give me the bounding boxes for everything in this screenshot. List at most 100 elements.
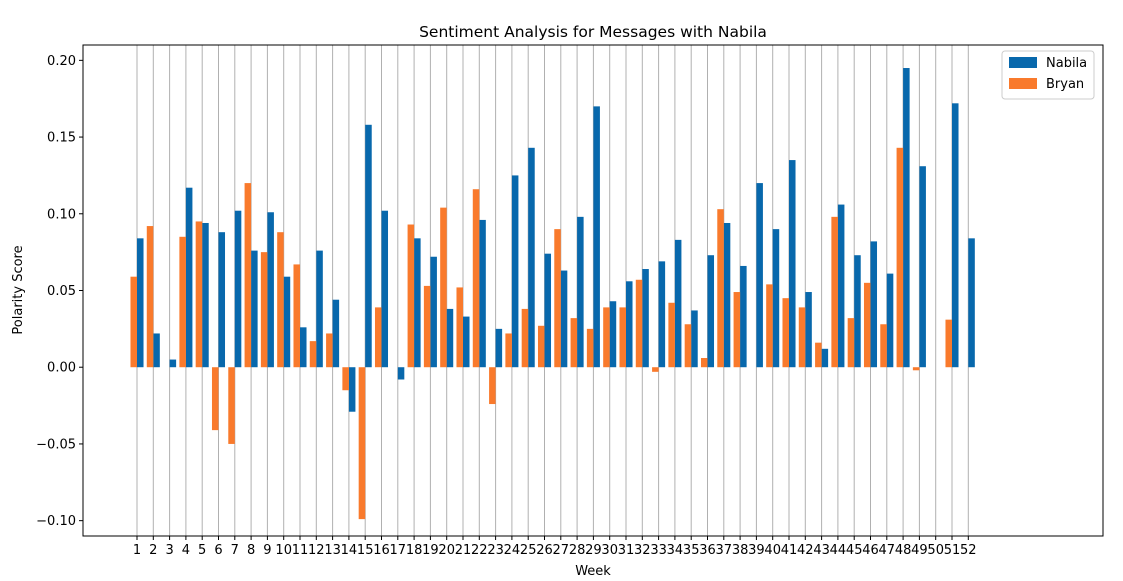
x-tick-label: 10 bbox=[275, 543, 292, 558]
x-tick-label: 47 bbox=[879, 543, 896, 558]
bar-nabila bbox=[218, 232, 226, 368]
bar-nabila bbox=[756, 183, 763, 368]
bar-nabila bbox=[316, 250, 323, 368]
bar-bryan bbox=[815, 342, 822, 368]
bar-bryan bbox=[489, 367, 496, 405]
y-axis-label: Polarity Score bbox=[11, 245, 26, 334]
x-tick-label: 48 bbox=[895, 543, 912, 558]
bar-nabila bbox=[251, 250, 258, 368]
bar-nabila bbox=[772, 229, 780, 368]
bar-nabila bbox=[463, 316, 470, 368]
chart-title: Sentiment Analysis for Messages with Nab… bbox=[419, 23, 767, 41]
bar-bryan bbox=[146, 226, 154, 368]
bar-bryan bbox=[847, 318, 855, 368]
bar-nabila bbox=[577, 216, 584, 368]
bar-bryan bbox=[586, 328, 594, 368]
bar-nabila bbox=[348, 367, 356, 412]
x-tick-label: 27 bbox=[553, 543, 570, 558]
bar-bryan bbox=[472, 189, 480, 368]
bar-bryan bbox=[521, 308, 529, 368]
x-tick-label: 12 bbox=[308, 543, 325, 558]
bar-bryan bbox=[423, 285, 431, 368]
x-tick-label: 13 bbox=[324, 543, 341, 558]
bar-bryan bbox=[635, 279, 643, 368]
x-tick-label: 6 bbox=[214, 543, 222, 558]
bar-bryan bbox=[945, 319, 952, 368]
x-tick-label: 26 bbox=[536, 543, 553, 558]
bar-nabila bbox=[789, 160, 796, 368]
bar-bryan bbox=[896, 147, 904, 368]
legend-label-nabila: Nabila bbox=[1046, 56, 1087, 71]
bar-nabila bbox=[919, 166, 926, 368]
bar-bryan bbox=[733, 292, 741, 368]
bar-nabila bbox=[528, 147, 535, 368]
bar-bryan bbox=[831, 216, 838, 368]
bar-bryan bbox=[782, 298, 789, 368]
x-tick-label: 8 bbox=[247, 543, 255, 558]
bar-nabila bbox=[153, 333, 160, 368]
bar-nabila bbox=[691, 310, 698, 368]
x-tick-label: 5 bbox=[198, 543, 206, 558]
x-tick-label: 37 bbox=[716, 543, 733, 558]
x-tick-label: 7 bbox=[231, 543, 239, 558]
x-tick-label: 44 bbox=[830, 543, 847, 558]
bar-bryan bbox=[374, 307, 382, 368]
bar-nabila bbox=[560, 270, 568, 368]
bar-nabila bbox=[267, 212, 274, 368]
y-axis: −0.10 −0.05 0.00 0.05 0.10 0.15 0.20 bbox=[36, 54, 83, 529]
x-tick-label: 45 bbox=[846, 543, 863, 558]
bar-bryan bbox=[440, 207, 447, 368]
x-tick-label: 1 bbox=[133, 543, 141, 558]
bar-nabila bbox=[202, 222, 209, 368]
x-tick-label: 32 bbox=[634, 543, 651, 558]
bar-bryan bbox=[717, 209, 724, 368]
bar-nabila bbox=[903, 68, 910, 368]
bar-nabila bbox=[332, 299, 340, 368]
y-tick-label: −0.05 bbox=[36, 437, 76, 452]
x-tick-label: 51 bbox=[944, 543, 961, 558]
x-tick-label: 9 bbox=[263, 543, 271, 558]
bar-nabila bbox=[854, 255, 861, 368]
bar-nabila bbox=[740, 265, 747, 368]
x-tick-label: 41 bbox=[781, 543, 798, 558]
bar-bryan bbox=[309, 341, 317, 368]
x-tick-label: 15 bbox=[357, 543, 374, 558]
bar-nabila bbox=[886, 273, 894, 368]
bar-bryan bbox=[798, 307, 806, 368]
bar-bryan bbox=[700, 358, 708, 368]
bar-bryan bbox=[179, 236, 186, 368]
bar-nabila bbox=[511, 175, 519, 368]
bar-nabila bbox=[707, 255, 715, 368]
x-tick-label: 34 bbox=[667, 543, 684, 558]
bar-nabila bbox=[283, 276, 291, 368]
bar-bryan bbox=[880, 324, 887, 368]
x-tick-label: 18 bbox=[406, 543, 423, 558]
x-tick-label: 19 bbox=[422, 543, 439, 558]
legend: Nabila Bryan bbox=[1001, 50, 1095, 100]
x-tick-label: 29 bbox=[585, 543, 602, 558]
bar-nabila bbox=[805, 292, 812, 368]
bar-bryan bbox=[260, 252, 268, 368]
bar-nabila bbox=[446, 308, 454, 368]
x-tick-label: 3 bbox=[165, 543, 173, 558]
bar-bryan bbox=[912, 367, 920, 371]
bar-nabila bbox=[185, 187, 193, 368]
bar-bryan bbox=[228, 367, 235, 444]
bar-bryan bbox=[277, 232, 284, 368]
y-tick-label: 0.10 bbox=[47, 207, 76, 222]
x-tick-label: 31 bbox=[618, 543, 635, 558]
bar-nabila bbox=[414, 238, 421, 368]
y-tick-label: −0.10 bbox=[36, 514, 76, 529]
x-axis: 1 2 3 4 5 6 7 8 9 10 11 12 13 14 15 16 17 18 19 20 21 22 23 24 2… bbox=[133, 536, 977, 558]
bar-bryan bbox=[863, 282, 871, 368]
bar-nabila bbox=[169, 359, 177, 368]
bar-nabila bbox=[626, 281, 633, 368]
bar-nabila bbox=[300, 327, 307, 368]
bar-bryan bbox=[407, 224, 415, 368]
bar-nabila bbox=[495, 328, 503, 368]
bar-nabila bbox=[137, 238, 144, 368]
legend-swatch-nabila bbox=[1009, 57, 1037, 68]
y-tick-label: 0.15 bbox=[47, 131, 76, 146]
x-tick-label: 24 bbox=[504, 543, 521, 558]
